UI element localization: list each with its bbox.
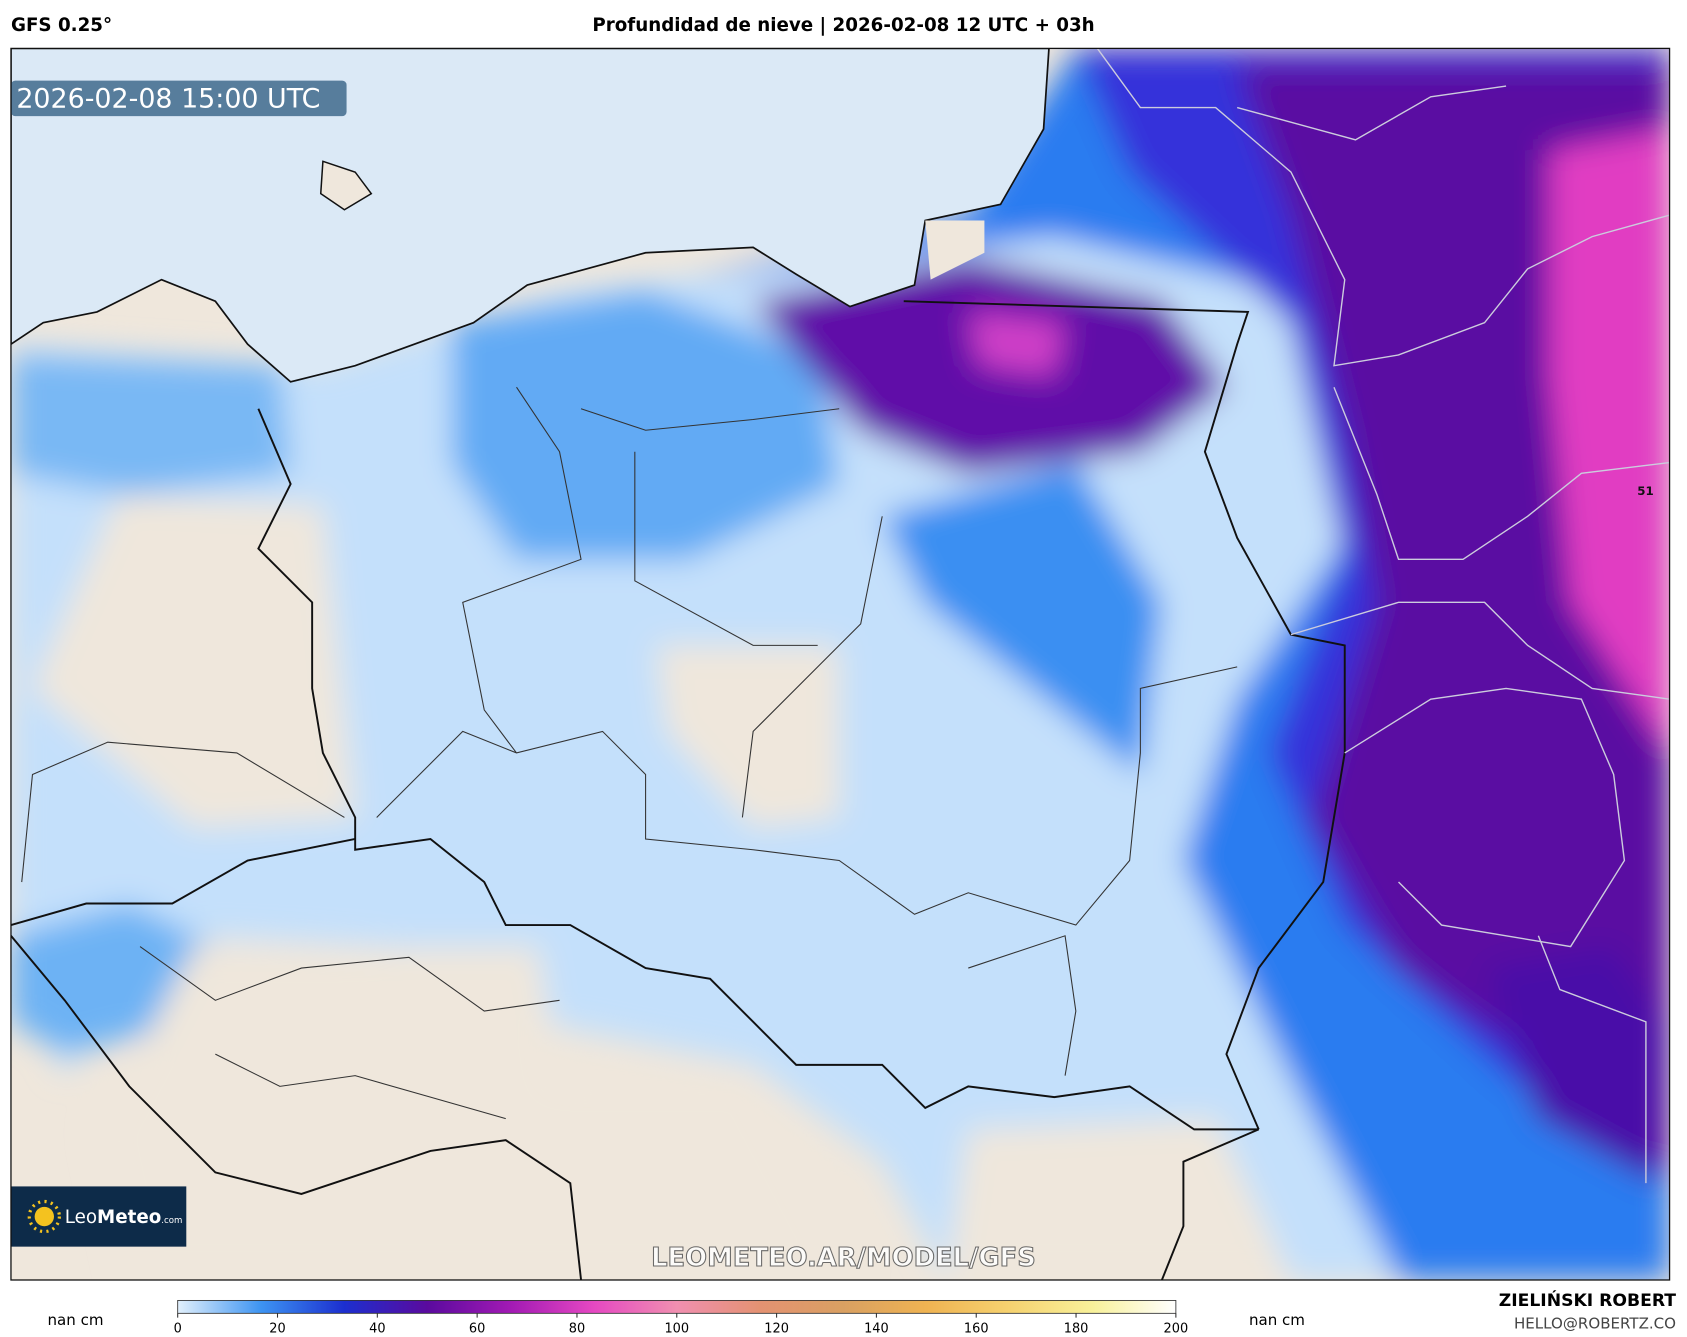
logo-meteo: Meteo (97, 1207, 161, 1228)
logo-suffix: .com (161, 1216, 182, 1226)
valid-time: 2026-02-08 15:00 UTC (16, 84, 320, 115)
sea (10, 48, 1050, 383)
map-frame (10, 47, 1671, 1281)
tick-label: 80 (569, 1322, 585, 1337)
map: 51 2026-02-08 15:00 UTC LeoMeteo.com LEO… (10, 48, 1670, 1280)
region-line (1096, 48, 1670, 1184)
tick-label: 100 (664, 1322, 689, 1337)
colorbar (177, 1299, 1177, 1314)
time-box (10, 80, 347, 117)
tick-label: 160 (964, 1322, 989, 1337)
nan-label: nan cm (1249, 1311, 1305, 1329)
author: ZIELIŃSKI ROBERT (1499, 1289, 1677, 1311)
map-title: Profundidad de nieve | 2026-02-08 12 UTC… (592, 15, 1094, 36)
border-line (10, 838, 1260, 1280)
tick-label: 120 (764, 1322, 789, 1337)
tick-label: 40 (369, 1322, 385, 1337)
tick-label: 60 (469, 1322, 485, 1337)
border-line (257, 408, 1259, 1131)
logo-text: LeoMeteo.com (65, 1207, 183, 1228)
tick-label: 0 (174, 1322, 182, 1337)
snow-field (10, 48, 1670, 1280)
tick-label: 200 (1164, 1322, 1189, 1337)
tick-label: 140 (864, 1322, 889, 1337)
tick-label: 180 (1064, 1322, 1089, 1337)
nan-label: nan cm (47, 1311, 103, 1329)
spit (925, 220, 985, 280)
logo-sun (34, 1206, 54, 1227)
watermark: LEOMETEO.AR/MODEL/GFS (651, 1243, 1036, 1273)
tick-label: 20 (269, 1322, 285, 1337)
island (319, 160, 373, 211)
model-label: GFS 0.25° (11, 15, 112, 36)
logo-rays (27, 1199, 61, 1234)
email: HELLO@ROBERTZ.CO (1514, 1314, 1676, 1332)
logo-leo: Leo (65, 1207, 97, 1228)
border-line (903, 300, 1346, 1130)
region-line (21, 386, 1238, 1120)
edge-label: 51 (1637, 484, 1653, 498)
